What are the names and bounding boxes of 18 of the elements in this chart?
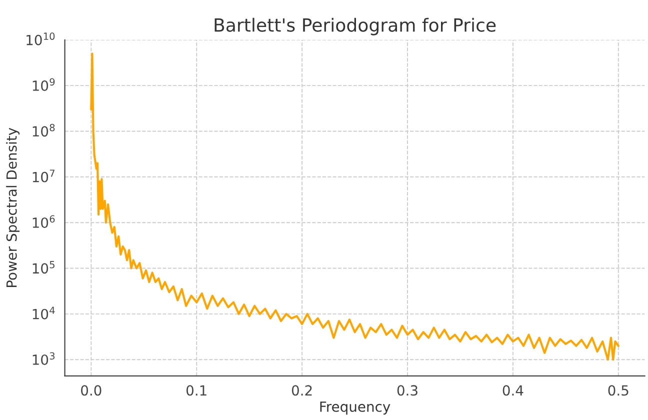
x-tick-label: 0.0: [81, 385, 102, 396]
x-tick-label: 0.5: [608, 385, 628, 396]
x-tick-label: 0.4: [502, 385, 524, 396]
y-tick-label: 10$^{7}$: [32, 170, 54, 182]
x-tick-label: 0.3: [397, 385, 418, 396]
y-tick-label: 10$^{3}$: [32, 352, 55, 365]
x-axis-title: Frequency: [320, 402, 390, 415]
y-axis-title: Power Spectral Density: [6, 128, 20, 288]
line-series: [90, 52, 620, 361]
y-tick-label: 10$^{9}$: [32, 78, 55, 91]
y-tick-label: 10$^{5}$: [32, 261, 54, 274]
y-tick-label: 10$^{6}$: [32, 215, 55, 228]
x-tick-label: 0.2: [292, 385, 312, 396]
y-tick-label: 10$^{8}$: [32, 124, 55, 137]
x-tick-label: 0.1: [186, 385, 206, 396]
chart-title: Bartlett's Periodogram for Price: [214, 18, 496, 36]
y-tick-label: 10$^{4}$: [32, 306, 55, 320]
y-tick-label: 10$^{10}$: [26, 32, 55, 46]
